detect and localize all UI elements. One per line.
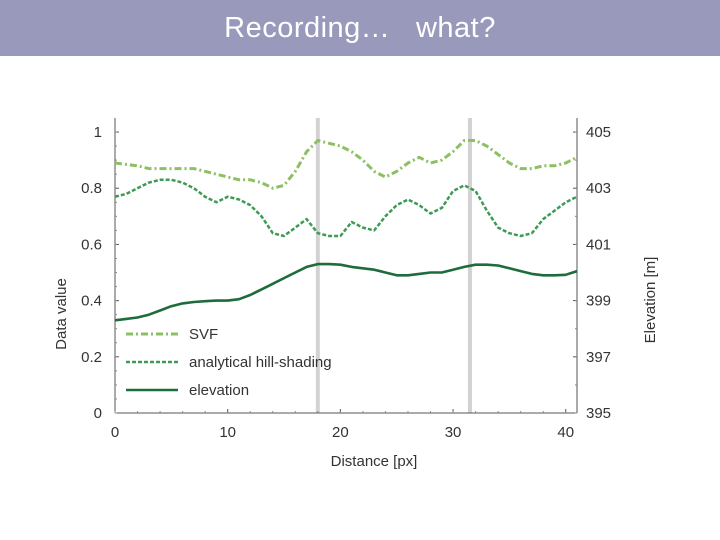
y-axis-title: Data value bbox=[53, 278, 70, 350]
right-tick-label: 401 bbox=[586, 236, 611, 253]
x-tick-label: 30 bbox=[445, 424, 462, 441]
legend-label: SVF bbox=[189, 326, 218, 343]
series-line-svf bbox=[114, 139, 578, 190]
series-line-elevation bbox=[114, 262, 578, 322]
slide-title: Recording… what? bbox=[224, 11, 496, 44]
right-tick-label: 397 bbox=[586, 349, 611, 366]
series-lines bbox=[114, 139, 578, 322]
x-tick-label: 10 bbox=[219, 424, 236, 441]
left-axis-ticks: 0 0.2 0.4 0.6 0.8 1 bbox=[81, 124, 119, 422]
left-tick-label: 0.8 bbox=[81, 180, 102, 197]
right-tick-label: 395 bbox=[586, 405, 611, 422]
legend-label: elevation bbox=[189, 382, 249, 399]
series-line-analytical-hill-shading bbox=[114, 178, 578, 238]
right-tick-label: 399 bbox=[586, 293, 611, 310]
left-tick-label: 0.4 bbox=[81, 293, 102, 310]
slide-title-bar: Recording… what? bbox=[0, 0, 720, 56]
plot-frame bbox=[114, 118, 578, 414]
x-axis-title: Distance [px] bbox=[331, 453, 418, 470]
legend: SVF analytical hill-shading elevation bbox=[126, 326, 332, 399]
left-tick-label: 1 bbox=[94, 124, 102, 141]
x-tick-label: 40 bbox=[557, 424, 574, 441]
y2-axis-title: Elevation [m] bbox=[642, 257, 659, 344]
left-tick-label: 0.2 bbox=[81, 349, 102, 366]
x-tick-label: 0 bbox=[111, 424, 119, 441]
x-tick-label: 20 bbox=[332, 424, 349, 441]
right-tick-label: 403 bbox=[586, 180, 611, 197]
left-tick-label: 0.6 bbox=[81, 236, 102, 253]
right-axis-ticks: 395 397 399 401 403 405 bbox=[573, 124, 611, 422]
right-tick-label: 405 bbox=[586, 124, 611, 141]
legend-label: analytical hill-shading bbox=[189, 354, 332, 371]
left-tick-label: 0 bbox=[94, 405, 102, 422]
x-axis-ticks: 0 10 20 30 40 bbox=[111, 409, 574, 441]
